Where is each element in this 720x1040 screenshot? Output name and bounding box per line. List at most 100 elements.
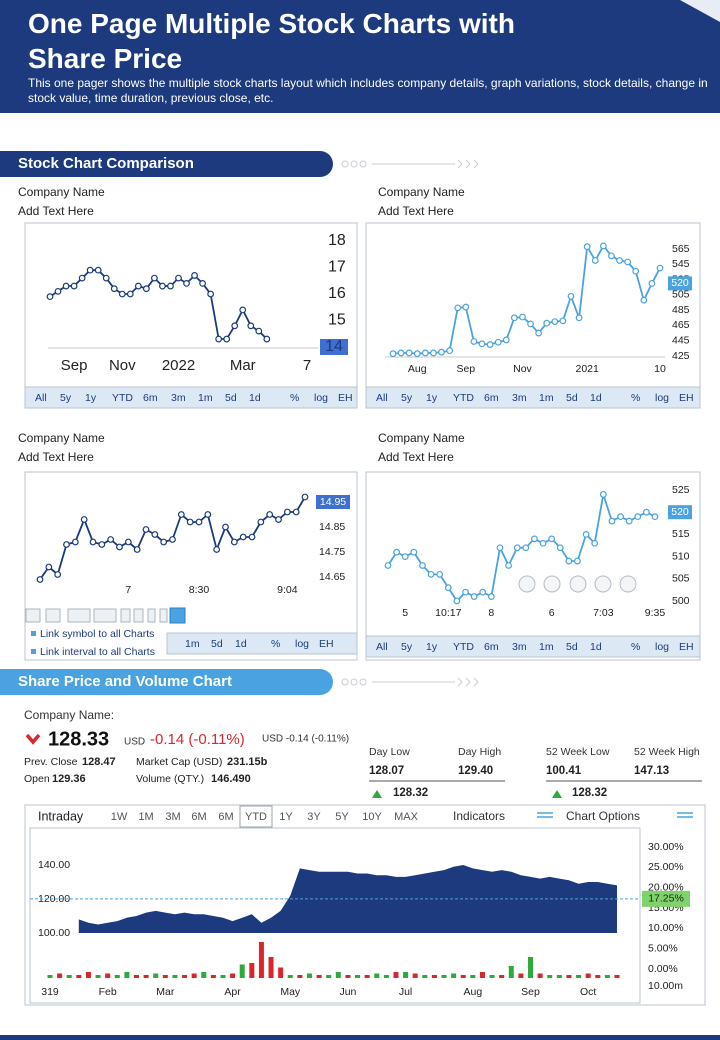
toolbar-button[interactable]: All — [376, 392, 388, 404]
x-tick-label: 10 — [654, 363, 666, 375]
toolbar-button[interactable]: log — [655, 641, 669, 653]
toolbar-button[interactable]: EH — [319, 638, 334, 650]
layout-icons[interactable] — [25, 607, 186, 624]
point — [527, 320, 534, 328]
toolbar-button[interactable]: 3m — [512, 641, 527, 653]
volume-bar — [268, 957, 274, 978]
quote-change-small: USD -0.14 (-0.11%) — [262, 734, 349, 745]
toolbar-button[interactable]: 1d — [249, 392, 261, 404]
range-tab[interactable]: MAX — [394, 811, 419, 823]
y-tick-label: 17 — [328, 259, 346, 276]
toolbar-button[interactable]: 1m — [539, 392, 554, 404]
point — [389, 350, 397, 358]
volume-bar — [76, 975, 82, 978]
toolbar-button[interactable]: 1y — [426, 641, 438, 653]
toolbar-button[interactable]: % — [290, 392, 299, 404]
range-tab[interactable]: 10Y — [362, 811, 382, 823]
toolbar-button[interactable]: % — [631, 641, 640, 653]
stat-label: Day Low — [369, 746, 410, 758]
toolbar-button[interactable]: 6m — [143, 392, 158, 404]
corner-decoration — [680, 0, 720, 22]
point — [438, 348, 445, 356]
volume-bar — [133, 975, 139, 978]
toolbar-button[interactable]: 3m — [512, 392, 527, 404]
toolbar-button[interactable]: 6m — [484, 392, 499, 404]
toolbar-button[interactable]: 3m — [171, 392, 186, 404]
volume-bar — [614, 975, 620, 978]
toolbar-button[interactable]: 1m — [539, 641, 554, 653]
range-tab[interactable]: 1M — [138, 811, 153, 823]
section-pill — [0, 151, 333, 177]
range-tab[interactable]: YTD — [245, 811, 267, 823]
toolbar-button[interactable]: log — [295, 638, 309, 650]
y2-tick-label: 10.00% — [648, 922, 684, 934]
company-name: Company Name — [378, 185, 465, 199]
toolbar-button[interactable]: EH — [679, 641, 694, 653]
toolbar-button[interactable]: EH — [338, 392, 353, 404]
up-triangle — [372, 790, 382, 798]
chart-options-button[interactable]: Chart Options — [566, 809, 640, 823]
point — [642, 508, 650, 516]
toolbar-button[interactable]: 6m — [484, 641, 499, 653]
point — [98, 541, 106, 548]
interval-label[interactable]: Intraday — [38, 809, 84, 823]
toolbar-button[interactable]: All — [35, 392, 47, 404]
toolbar-button[interactable]: YTD — [453, 641, 474, 653]
menu-icon[interactable] — [537, 812, 693, 818]
toolbar-button[interactable]: 1d — [235, 638, 247, 650]
toolbar-button[interactable]: 1m — [198, 392, 213, 404]
toolbar-button[interactable]: 5y — [60, 392, 72, 404]
volume-bar — [518, 973, 524, 978]
range-tab[interactable]: 1Y — [279, 811, 293, 823]
toolbar-button[interactable]: 5d — [211, 638, 223, 650]
toolbar-button[interactable]: 1d — [590, 392, 602, 404]
link-label[interactable]: Link interval to all Charts — [40, 646, 155, 658]
toolbar-button[interactable]: % — [271, 638, 280, 650]
nav-buttons[interactable] — [518, 575, 637, 593]
volume-bar — [249, 963, 255, 978]
toolbar-button[interactable]: 5y — [401, 641, 413, 653]
point — [63, 541, 70, 548]
detail-label: Volume (QTY.) — [136, 773, 204, 785]
toolbar-button[interactable]: EH — [679, 392, 694, 404]
active-tab — [239, 805, 273, 828]
point — [462, 303, 470, 311]
point — [513, 544, 521, 552]
volume-bar — [441, 975, 447, 978]
y-tick-label: 18 — [328, 232, 346, 249]
volume-bar — [374, 973, 380, 978]
current-value: 14 — [325, 338, 343, 355]
range-tab[interactable]: 3Y — [307, 811, 321, 823]
toolbar-button[interactable]: 1y — [426, 392, 438, 404]
range-tab[interactable]: 6M — [191, 811, 206, 823]
volume-bar — [239, 964, 245, 978]
indicators-button[interactable]: Indicators — [453, 809, 505, 823]
stat-label: Day High — [458, 746, 501, 758]
toolbar-button[interactable]: 5d — [566, 392, 578, 404]
volume-bar — [220, 975, 226, 978]
x-tick-label: 9:04 — [277, 584, 298, 596]
range-tab[interactable]: 1W — [111, 811, 128, 823]
range-tab[interactable]: 6M — [218, 811, 233, 823]
toolbar-button[interactable]: All — [376, 641, 388, 653]
toolbar-button[interactable]: 5y — [401, 392, 413, 404]
toolbar-button[interactable]: log — [655, 392, 669, 404]
range-tab[interactable]: 5Y — [335, 811, 349, 823]
toolbar-button[interactable]: 1d — [590, 641, 602, 653]
range-tab[interactable]: 3M — [165, 811, 180, 823]
volume-bar — [537, 973, 543, 978]
point — [401, 553, 409, 560]
x-tick-label: Mar — [156, 986, 175, 998]
toolbar-button[interactable]: 1y — [85, 392, 97, 404]
point — [539, 539, 547, 547]
toolbar-button[interactable]: 5d — [566, 641, 578, 653]
volume-bar — [182, 975, 188, 978]
toolbar-button[interactable]: log — [314, 392, 328, 404]
toolbar-button[interactable]: 5d — [225, 392, 237, 404]
toolbar-button[interactable]: 1m — [185, 638, 200, 650]
point — [191, 272, 198, 279]
toolbar-button[interactable]: % — [631, 392, 640, 404]
link-label[interactable]: Link symbol to all Charts — [40, 628, 154, 640]
toolbar-button[interactable]: YTD — [112, 392, 133, 404]
toolbar-button[interactable]: YTD — [453, 392, 474, 404]
